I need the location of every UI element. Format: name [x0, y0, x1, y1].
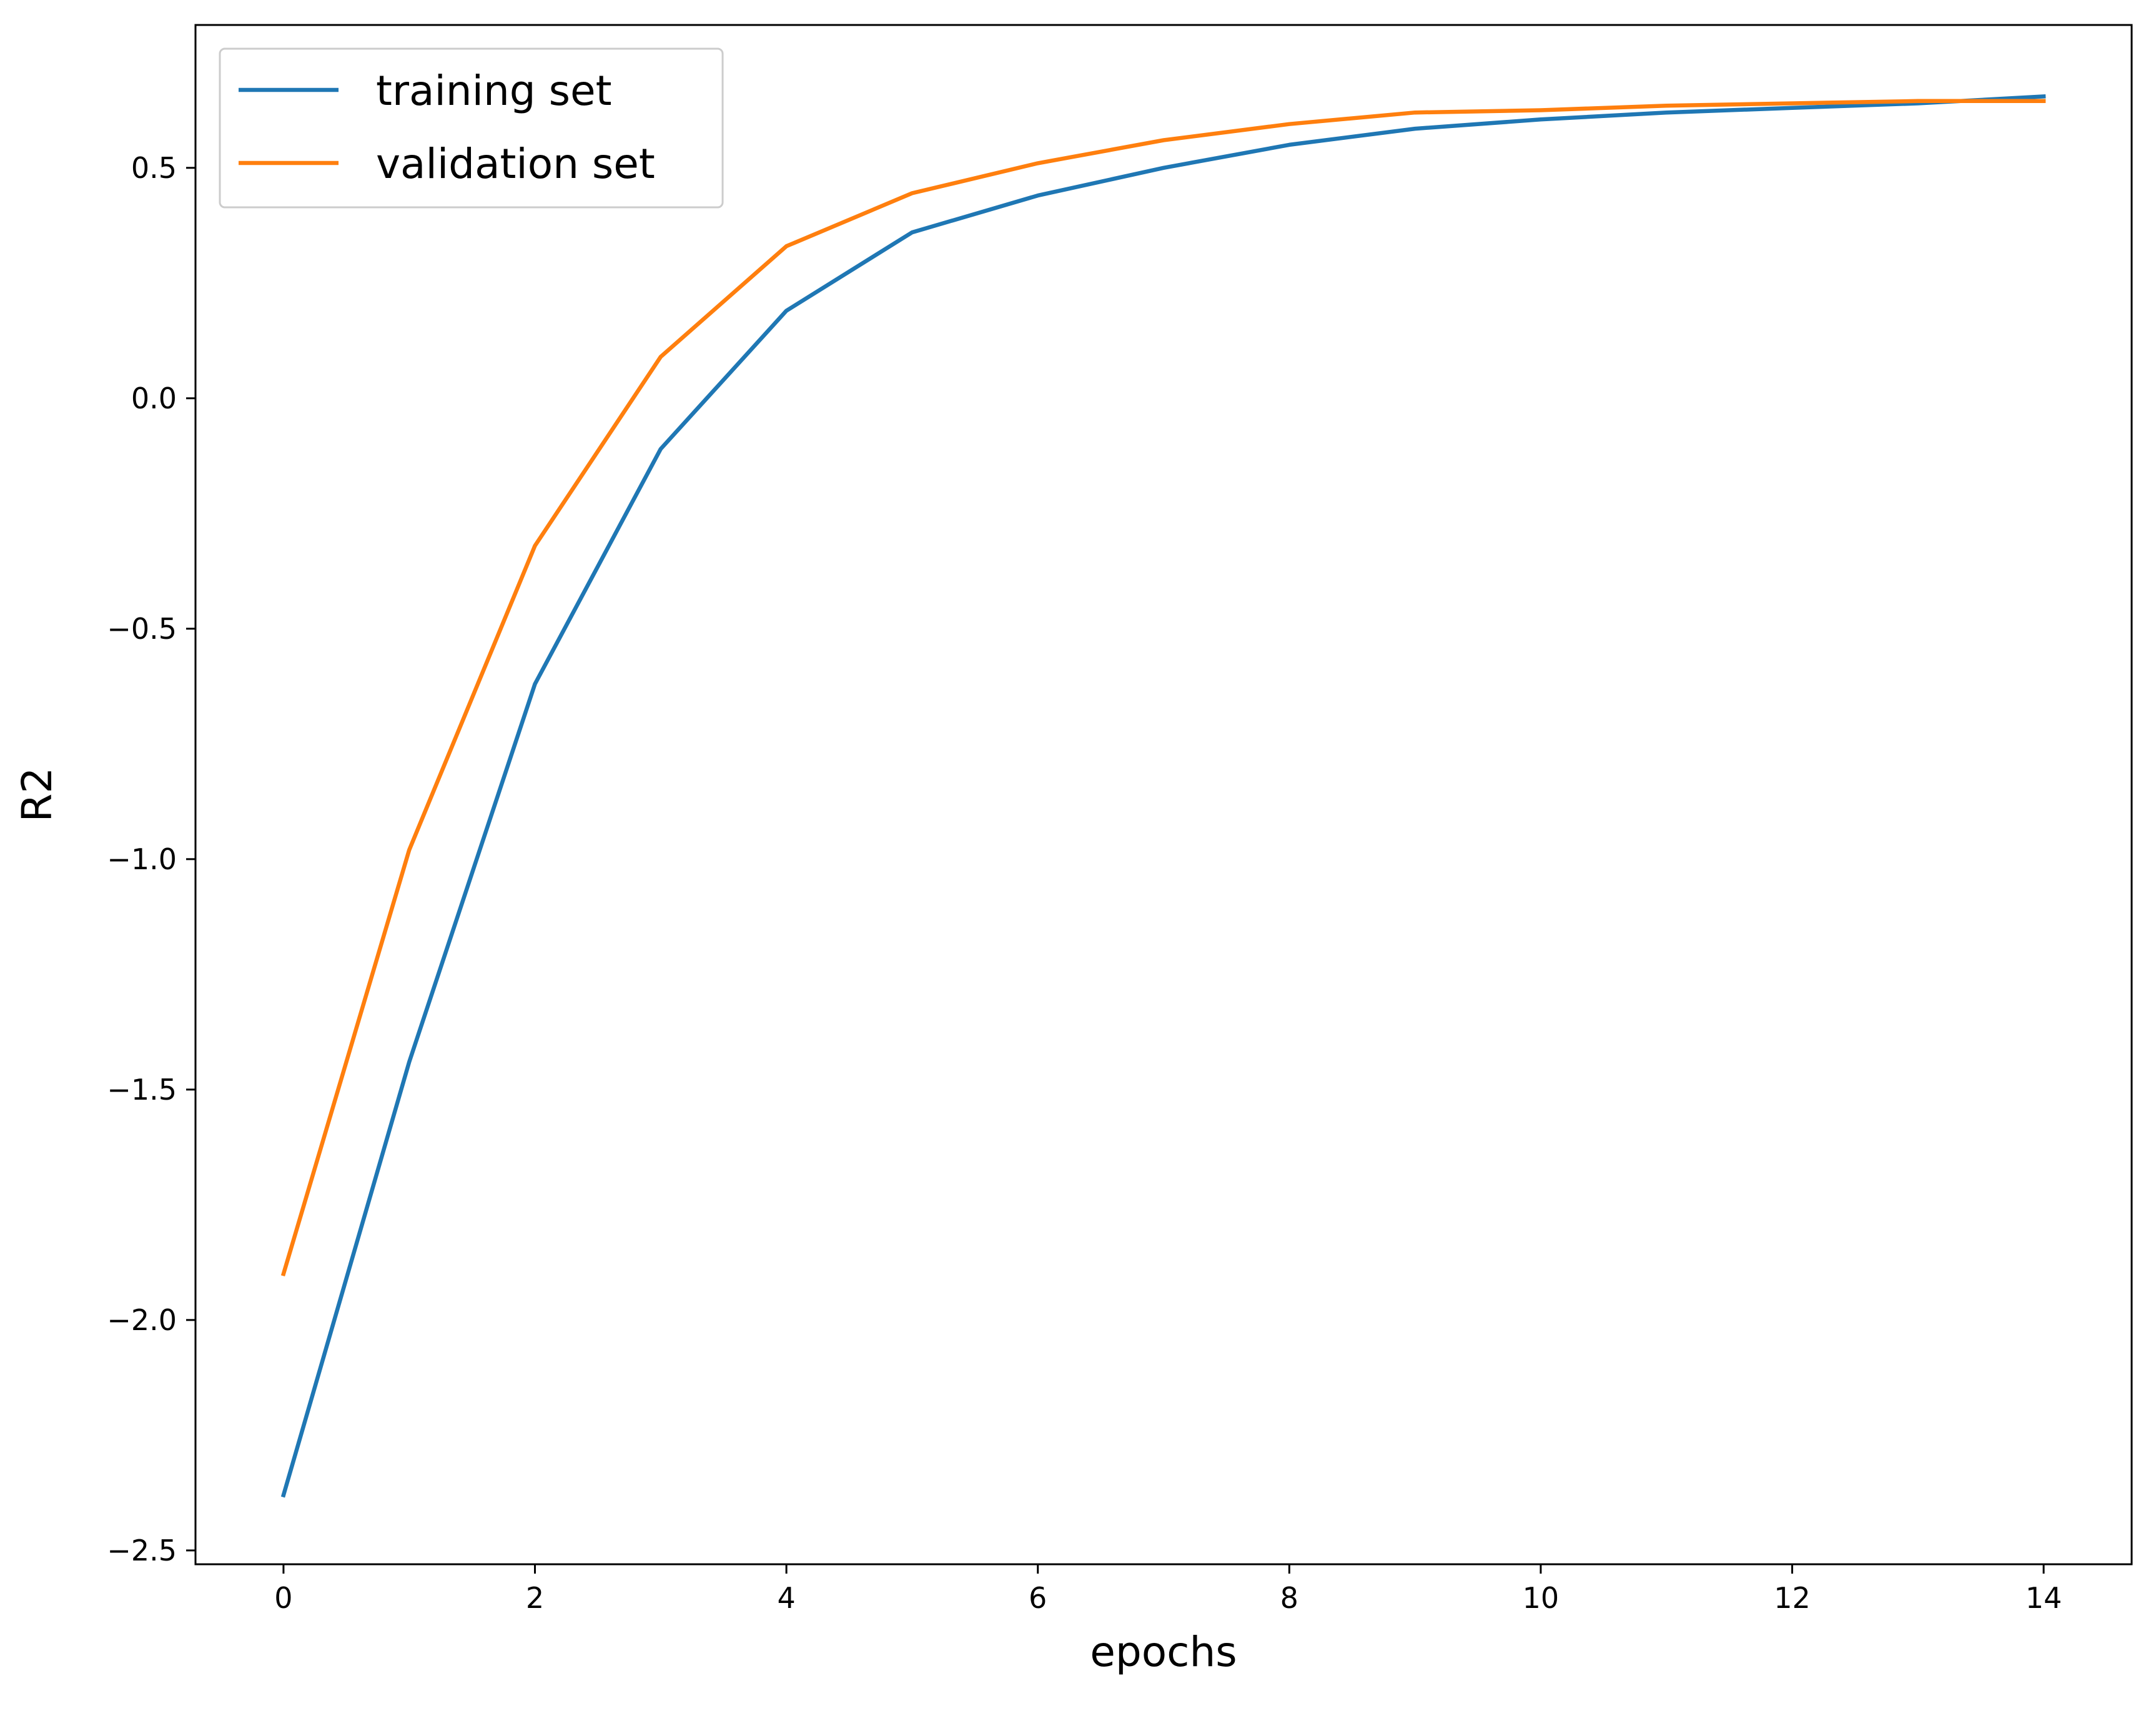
- x-tick-label: 12: [1774, 1581, 1811, 1615]
- legend: training set validation set: [219, 47, 724, 209]
- x-tick-label: 10: [1523, 1581, 1560, 1615]
- axes-layer: 0 2 4 6 8 10 12 14 −2.5 −2.0 −1.5 −1.0 −0.5 0.0 0.5: [107, 24, 2133, 1615]
- y-tick-label: −1.0: [107, 842, 177, 876]
- y-tick-label: 0.0: [131, 382, 177, 415]
- legend-box: [219, 47, 724, 209]
- x-axis-label: epochs: [1090, 1628, 1237, 1676]
- series-line-training: [280, 94, 2046, 1498]
- x-tick-label: 14: [2025, 1581, 2062, 1615]
- legend-label-training: training set: [376, 67, 612, 115]
- x-tick-label: 2: [526, 1581, 544, 1615]
- series-layer: [280, 94, 2046, 1498]
- y-axis-label: R2: [13, 767, 61, 822]
- y-tick-label: −2.5: [107, 1534, 177, 1567]
- x-tick-label: 8: [1280, 1581, 1298, 1615]
- legend-label-validation: validation set: [376, 140, 655, 188]
- y-tick-label: −0.5: [107, 612, 177, 646]
- y-tick-label: 0.5: [131, 151, 177, 185]
- x-tick-label: 6: [1029, 1581, 1047, 1615]
- series-line-validation: [280, 99, 2046, 1277]
- x-tick-label: 4: [777, 1581, 795, 1615]
- x-tick-label: 0: [274, 1581, 292, 1615]
- y-tick-label: −2.0: [107, 1303, 177, 1337]
- plot-frame: [194, 24, 2133, 1566]
- y-tick-label: −1.5: [107, 1073, 177, 1107]
